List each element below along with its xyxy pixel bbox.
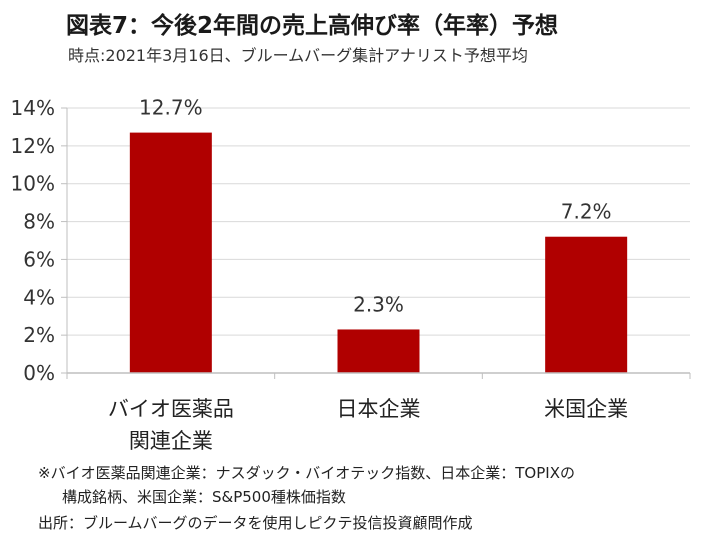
labels: 0% 2% 4% 6% 8% 10% 12% 14% 12.7% バイオ医薬品関連企業 2.3% 日本…: [11, 96, 629, 453]
bar-chart: 0% 2% 4% 6% 8% 10% 12% 14% 12.7% バイオ医薬品関連企業 2.3% 日本…: [11, 96, 691, 453]
y-tick-label: 8%: [23, 210, 55, 234]
y-tick-label: 10%: [11, 172, 55, 196]
footnote-line-1: ※バイオ医薬品関連企業：ナスダック・バイオテック指数、日本企業：TOPIXの: [38, 464, 575, 482]
data-label: 7.2%: [561, 200, 612, 224]
source-note: 出所：ブルームバーグのデータを使用しピクテ投信投資顧問作成: [38, 514, 473, 532]
y-tick-label: 2%: [23, 323, 55, 347]
category-label: バイオ医薬品: [108, 397, 234, 421]
data-label: 12.7%: [139, 96, 203, 120]
bar: [545, 236, 628, 373]
chart-title: 図表7：今後2年間の売上高伸び率（年率）予想: [66, 13, 559, 39]
y-tick-label: 6%: [23, 247, 55, 271]
chart-subtitle: 時点:2021年3月16日、ブルームバーグ集計アナリスト予想平均: [68, 46, 528, 65]
category-label: 米国企業: [544, 397, 628, 421]
y-tick-label: 12%: [11, 134, 55, 158]
category-label: 日本企業: [337, 397, 421, 421]
bar: [337, 329, 420, 373]
y-tick-label: 4%: [23, 285, 55, 309]
y-tick-label: 0%: [23, 361, 55, 385]
footnote-line-2: 構成銘柄、米国企業：S&P500種株価指数: [62, 488, 346, 506]
axes: [61, 107, 691, 379]
y-tick-label: 14%: [11, 96, 55, 120]
bar: [129, 132, 212, 373]
bars: [129, 132, 628, 373]
data-label: 2.3%: [353, 292, 404, 316]
category-label: 関連企業: [129, 429, 213, 453]
